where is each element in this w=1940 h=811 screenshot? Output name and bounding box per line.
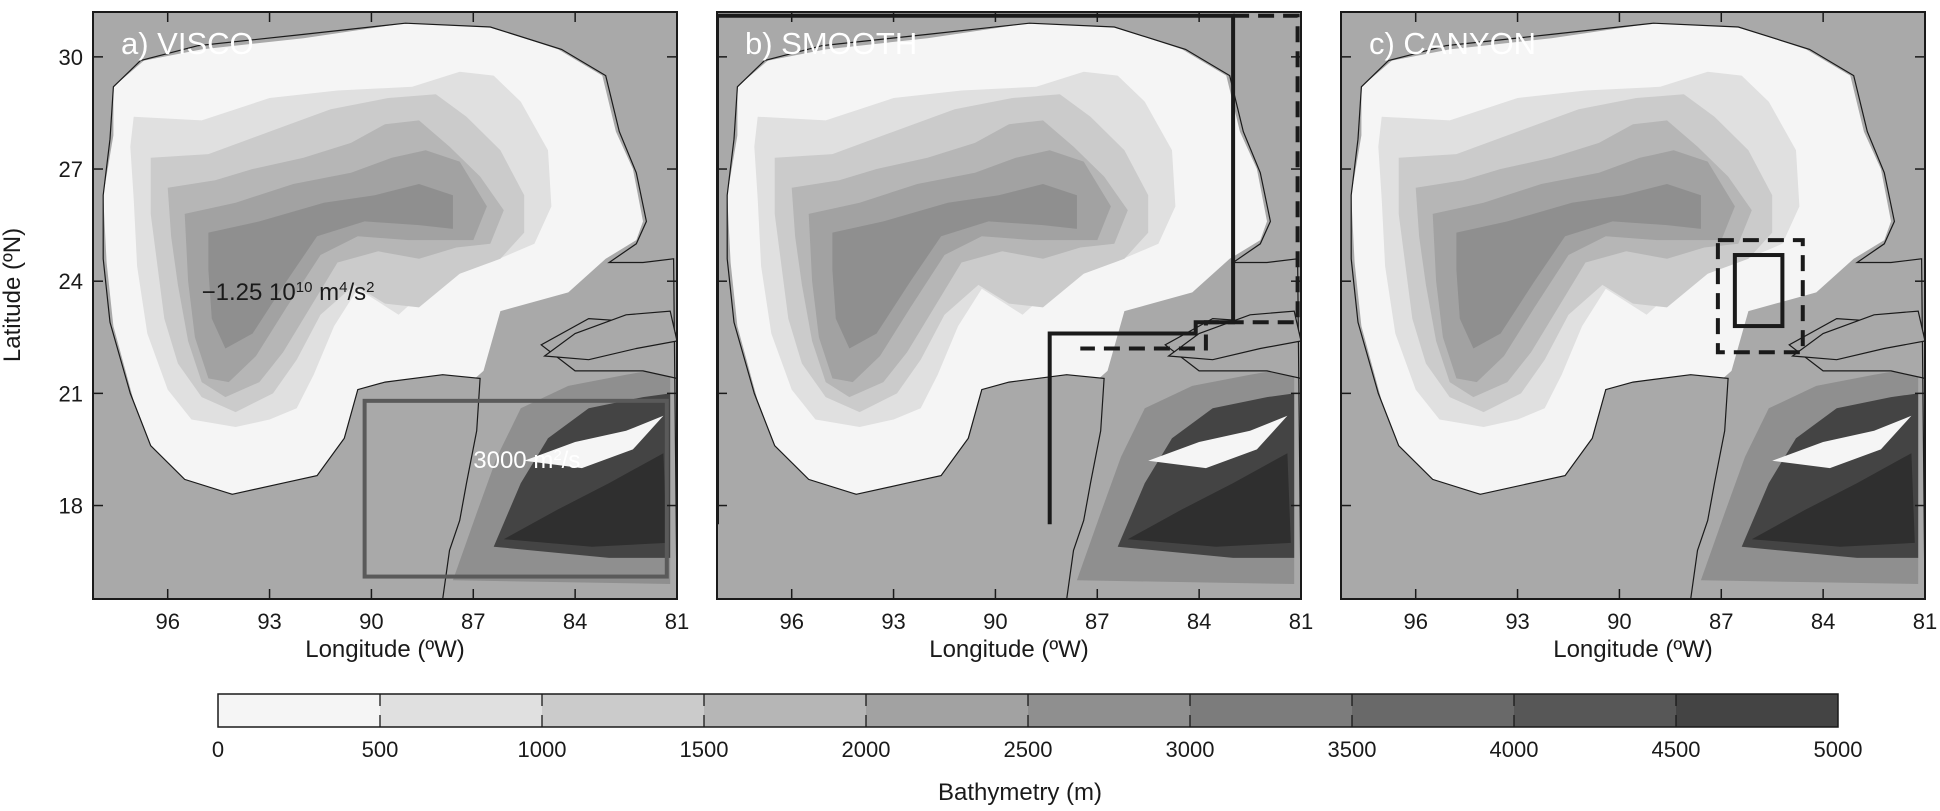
- y-axis-label: Latitude (ºN): [0, 228, 26, 362]
- colorbar-tick-label: 2000: [842, 737, 891, 762]
- panel-frame: [92, 11, 678, 600]
- lat-tick-label: 30: [59, 45, 83, 70]
- colorbar-segment: [1190, 694, 1353, 727]
- lat-tick-label: 21: [59, 381, 83, 406]
- lon-tick-label: 96: [1403, 609, 1427, 634]
- annotation-visc-neg: −1.25 1010 m4/s2: [202, 278, 375, 306]
- cuba-landmass: [1790, 310, 1925, 361]
- colorbar-tick-label: 2500: [1004, 737, 1053, 762]
- annotation-visc-pos: 3000 m2/s: [473, 447, 580, 475]
- colorbar-segment: [704, 694, 867, 727]
- lon-tick-label: 90: [983, 609, 1007, 634]
- colorbar-title: Bathymetry (m): [938, 779, 1102, 806]
- domain-box-canyon-inner: [1732, 253, 1785, 329]
- colorbar: 0 500 1000 1500 2000 2500 3000 3500 4000 4500 5000: [212, 693, 1863, 762]
- lon-tick-label: 87: [461, 609, 485, 634]
- lon-tick-label: 81: [1289, 609, 1313, 634]
- colorbar-tick-label: 500: [362, 737, 399, 762]
- lon-tick-label: 87: [1085, 609, 1109, 634]
- domain-box-visc-box: [362, 398, 669, 579]
- colorbar-tick-label: 1500: [680, 737, 729, 762]
- panel-label-smooth: b) SMOOTH: [745, 26, 917, 61]
- landmass: [717, 12, 1301, 599]
- bathymetry-basin-core: [832, 184, 1077, 349]
- landmass: [93, 12, 677, 599]
- lon-tick-label: 81: [665, 609, 689, 634]
- colorbar-tick-label: 3500: [1328, 737, 1377, 762]
- colorbar-tick-label: 1000: [518, 737, 567, 762]
- domain-box-smooth-dash: [1080, 13, 1300, 351]
- colorbar-segment: [1028, 694, 1191, 727]
- lat-tick-label: 27: [59, 157, 83, 182]
- bathymetry-basin-core: [1456, 184, 1701, 349]
- colorbar-segment: [866, 694, 1029, 727]
- caribbean-basin-2: [1772, 415, 1912, 469]
- lon-tick-label: 90: [1607, 609, 1631, 634]
- colorbar-tick-label: 4500: [1652, 737, 1701, 762]
- lat-tick-label: 18: [59, 494, 83, 519]
- colorbar-tick-label: 0: [212, 737, 224, 762]
- lon-tick-label: 93: [881, 609, 905, 634]
- lon-tick-label: 93: [257, 609, 281, 634]
- map-panel-canyon: c) CANYON 96 93 90 87 84 81 Longitude (ºW): [1340, 11, 1937, 663]
- map-panel-visco: −1.25 1010 m4/s2 3000 m2/s a) VISCO 96 93 90 8…: [59, 11, 689, 663]
- landmass: [1341, 12, 1925, 599]
- lon-tick-label: 87: [1709, 609, 1733, 634]
- map-panel-smooth: b) SMOOTH 96 93 90 87 84 81 Longitude (ºW): [716, 11, 1313, 663]
- domain-box-canyon-outer: [1715, 238, 1805, 355]
- caribbean-basin-3: [503, 453, 667, 547]
- colorbar-tick-label: 4000: [1490, 737, 1539, 762]
- lat-tick-label: 24: [59, 269, 83, 294]
- colorbar-tick-label: 3000: [1166, 737, 1215, 762]
- panel-label-canyon: c) CANYON: [1369, 26, 1536, 61]
- cuba-landmass: [542, 310, 677, 361]
- bathymetry-basin-core: [208, 184, 453, 349]
- lon-tick-label: 93: [1505, 609, 1529, 634]
- panel-frame: [716, 11, 1302, 600]
- lon-tick-label: 81: [1913, 609, 1937, 634]
- colorbar-segment: [218, 694, 381, 727]
- lon-tick-label: 96: [155, 609, 179, 634]
- x-axis-label: Longitude (ºW): [929, 636, 1089, 663]
- colorbar-segment: [542, 694, 705, 727]
- caribbean-basin-2: [1148, 415, 1288, 469]
- x-axis-label: Longitude (ºW): [305, 636, 465, 663]
- lon-tick-label: 84: [1811, 609, 1835, 634]
- colorbar-segment: [380, 694, 543, 727]
- caribbean-basin-2: [524, 415, 664, 469]
- x-axis-label: Longitude (ºW): [1553, 636, 1713, 663]
- colorbar-tick-label: 5000: [1814, 737, 1863, 762]
- lon-tick-label: 84: [1187, 609, 1211, 634]
- caribbean-basin-3: [1127, 453, 1291, 547]
- colorbar-segment: [1352, 694, 1515, 727]
- lon-tick-label: 96: [779, 609, 803, 634]
- colorbar-segment: [1676, 694, 1839, 727]
- panel-label-visco: a) VISCO: [121, 26, 254, 61]
- caribbean-basin-3: [1751, 453, 1915, 547]
- lon-tick-label: 84: [563, 609, 587, 634]
- panel-frame: [1340, 11, 1926, 600]
- colorbar-segment: [1514, 694, 1677, 727]
- lon-tick-label: 90: [359, 609, 383, 634]
